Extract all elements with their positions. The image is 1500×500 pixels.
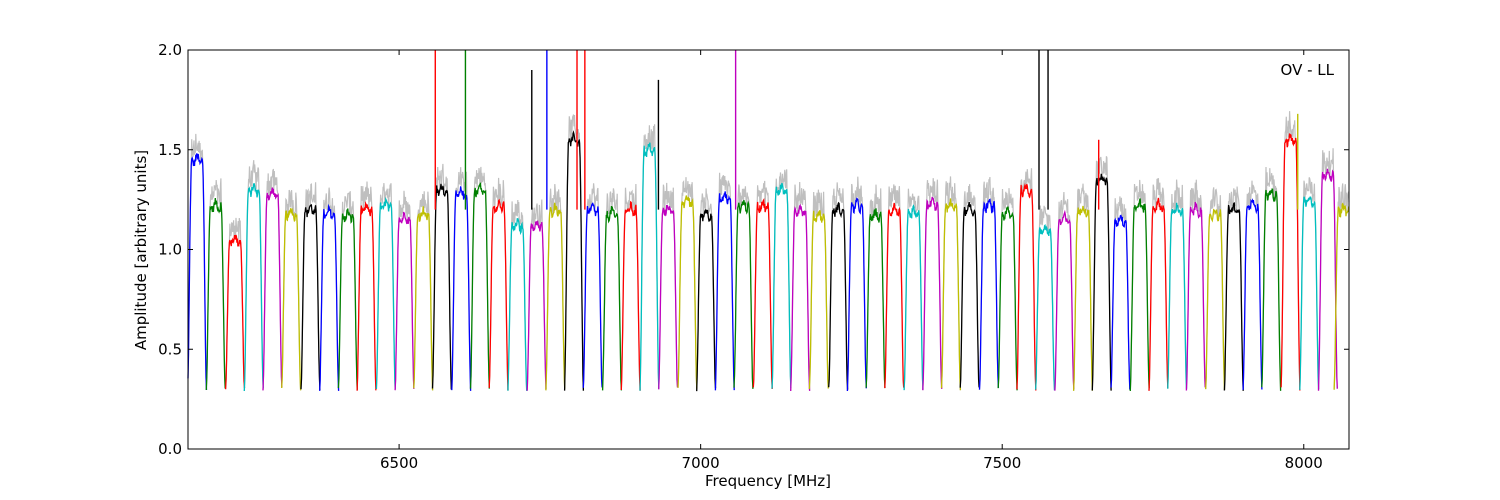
band-series-line	[1054, 209, 1075, 391]
plot-area	[187, 49, 1350, 450]
band-series-line	[1091, 173, 1112, 391]
band-series-line	[413, 206, 434, 391]
y-tick-label: 1.5	[158, 141, 182, 159]
band-series-line	[1167, 202, 1188, 389]
band-series-line	[224, 234, 246, 390]
band-series-line	[563, 130, 585, 391]
band-series-line	[582, 202, 603, 388]
band-series-line	[545, 202, 566, 391]
x-axis-label: Frequency [MHz]	[705, 472, 831, 490]
band-series-line	[243, 183, 264, 392]
band-series-line	[639, 142, 660, 391]
x-tick-label: 6500	[380, 454, 418, 472]
band-series-line	[1205, 208, 1226, 390]
band-series-line	[1110, 214, 1131, 390]
plot-frame	[188, 50, 1349, 449]
band-series-line	[1242, 198, 1263, 390]
band-series-line	[205, 198, 226, 391]
y-axis-label: Amplitude [arbitrary units]	[132, 150, 150, 350]
band-series-line	[940, 198, 962, 391]
band-series-line	[771, 182, 792, 389]
band-series-line	[733, 199, 754, 389]
band-series-line	[1333, 202, 1350, 390]
band-series	[187, 130, 1350, 392]
band-series-line	[903, 204, 924, 391]
x-tick-label: 7500	[983, 454, 1021, 472]
band-series-line	[620, 200, 641, 391]
band-series-line	[394, 211, 415, 391]
x-tick-label: 7000	[682, 454, 720, 472]
band-series-line	[1034, 224, 1056, 391]
band-series-line	[1223, 202, 1244, 391]
band-series-line	[714, 191, 735, 391]
band-series-line	[601, 206, 623, 391]
band-series-line	[808, 210, 829, 390]
band-series-line	[1016, 182, 1037, 391]
y-tick-label: 2.0	[158, 41, 182, 59]
y-tick-label: 1.0	[158, 241, 182, 259]
x-tick-label: 8000	[1285, 454, 1323, 472]
band-series-line	[884, 202, 905, 389]
band-series-line	[846, 197, 867, 392]
band-series-line	[1129, 198, 1150, 392]
band-series-line	[1317, 168, 1338, 391]
y-tick-label: 0.5	[158, 340, 182, 358]
band-series-line	[281, 207, 302, 391]
band-series-line	[1072, 205, 1094, 391]
band-series-line	[488, 198, 509, 391]
band-series-line	[696, 208, 717, 392]
band-series-line	[507, 217, 528, 391]
band-series-line	[677, 195, 698, 389]
axis-ticks: 6500 7000 7500 8000 0.0 0.5 1.0 1.5 2.0	[158, 41, 1349, 472]
band-series-line	[978, 198, 1000, 390]
band-series-line	[1280, 133, 1301, 391]
band-series-line	[187, 153, 208, 391]
band-series-line	[451, 186, 472, 391]
band-series-line	[1185, 201, 1206, 391]
band-series-line	[356, 201, 377, 391]
band-series-line	[828, 201, 849, 390]
band-series-line	[865, 208, 886, 388]
band-series-line	[300, 203, 321, 391]
band-series-line	[1148, 197, 1169, 391]
panel-annotation: OV - LL	[1281, 61, 1335, 79]
rfi-spikes	[434, 50, 1299, 210]
band-series-line	[319, 203, 340, 391]
band-series-line	[337, 208, 358, 390]
band-series-line	[262, 187, 283, 391]
band-series-line	[959, 201, 980, 388]
band-series-line	[922, 196, 943, 391]
y-tick-label: 0.0	[158, 440, 182, 458]
band-series-line	[790, 203, 811, 392]
band-series-line	[526, 220, 547, 391]
band-series-line	[469, 182, 490, 389]
band-series-line	[375, 196, 396, 390]
band-series-line	[997, 206, 1018, 391]
band-series-line	[1299, 196, 1320, 390]
band-series-line	[658, 204, 679, 390]
band-series-line	[431, 183, 452, 390]
band-series-line	[1261, 188, 1282, 391]
band-series-line	[752, 197, 773, 389]
